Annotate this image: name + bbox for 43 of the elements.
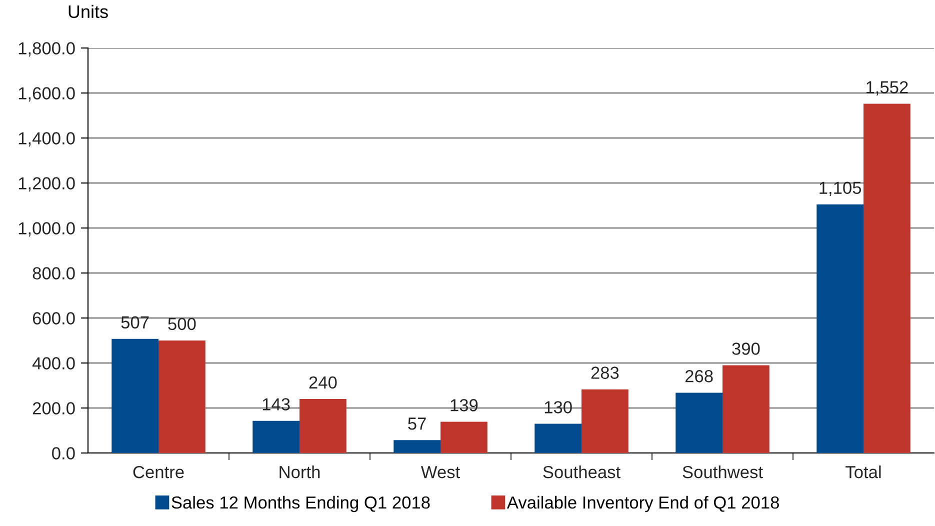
bar [722, 365, 770, 453]
data-label: 57 [408, 418, 426, 430]
data-label: 139 [450, 399, 478, 412]
bar [864, 104, 910, 453]
y-tick-label: 0.0 [52, 447, 75, 460]
x-tick-label: Centre [133, 466, 184, 478]
bar [440, 422, 488, 453]
bar [676, 392, 722, 453]
data-label: 268 [685, 370, 713, 382]
data-label: 240 [309, 376, 337, 389]
data-label: 143 [262, 398, 290, 410]
data-label: 507 [121, 316, 149, 329]
y-tick-label: 800.0 [32, 267, 75, 280]
y-tick-label: 1,800.0 [18, 42, 75, 57]
y-tick-label: 200.0 [32, 402, 75, 414]
bar [534, 424, 582, 453]
y-tick-label: 1,000.0 [18, 222, 75, 237]
y-axis-title: Units [68, 4, 108, 18]
data-label: 1,105 [820, 182, 862, 196]
data-label: 283 [591, 366, 619, 379]
y-tick-label: 1,400.0 [18, 132, 75, 147]
bar [252, 420, 300, 453]
bar [300, 399, 346, 453]
bar [112, 338, 158, 453]
legend-label: Sales 12 Months Ending Q1 2018 [172, 496, 430, 512]
y-tick-label: 600.0 [32, 312, 75, 324]
bar [158, 340, 206, 453]
x-tick-label: Southwest [682, 466, 763, 478]
legend-label: Available Inventory End of Q1 2018 [506, 496, 779, 512]
y-tick-label: 1,200.0 [18, 177, 75, 192]
data-label: 130 [544, 401, 572, 414]
y-tick-label: 1,600.0 [18, 87, 75, 102]
data-label: 500 [168, 318, 196, 330]
bar [582, 389, 628, 453]
x-tick-label: Southeast [543, 466, 620, 478]
data-label: 390 [732, 342, 760, 355]
x-tick-label: Total [846, 466, 881, 478]
bar [394, 440, 440, 453]
y-tick-label: 400.0 [32, 357, 75, 370]
data-label: 1,552 [866, 81, 908, 96]
bar [816, 204, 864, 453]
x-tick-label: West [420, 466, 460, 478]
x-tick-label: North [280, 466, 320, 478]
